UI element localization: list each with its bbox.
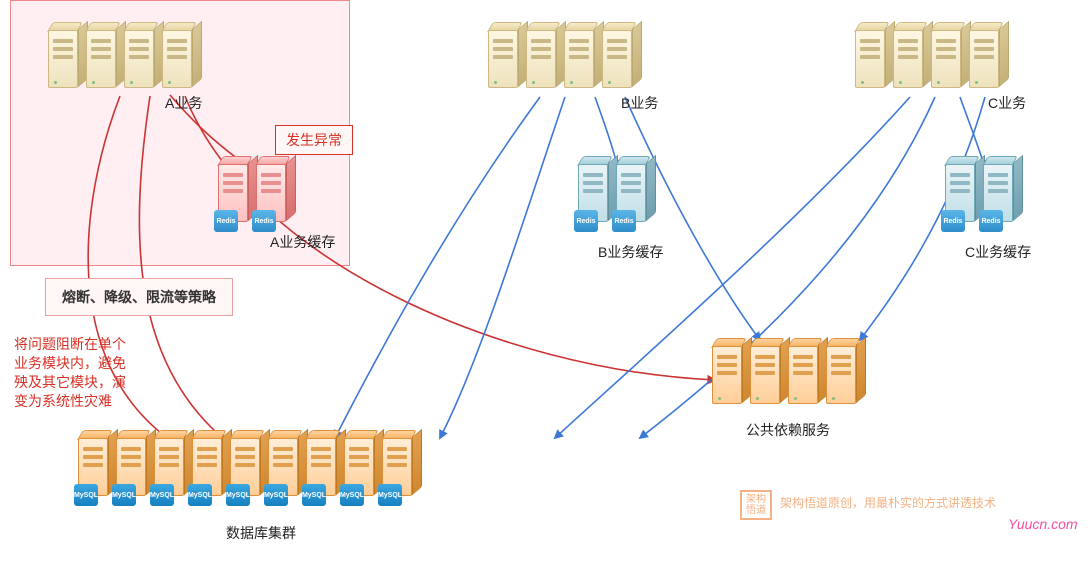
redis-icon: Redis: [214, 210, 238, 232]
mysql-icon: MySQL: [112, 484, 136, 506]
isolation-note: 将问题阻断在单个业务模块内，避免殃及其它模块，演变为系统性灾难: [14, 335, 134, 411]
dependency-arrow: [335, 97, 540, 438]
server-node: [602, 22, 644, 94]
redis-icon: Redis: [979, 210, 1003, 232]
mysql-icon: MySQL: [264, 484, 288, 506]
a_cache-cluster: RedisRedis: [218, 156, 298, 228]
server-node: [564, 22, 606, 94]
a_service-cluster: [48, 22, 204, 94]
shared-service-label: 公共依赖服务: [746, 420, 830, 440]
watermark-logo: 架构 悟道: [740, 490, 772, 520]
server-node: [86, 22, 128, 94]
server-node: Redis: [256, 156, 298, 228]
mysql-icon: MySQL: [226, 484, 250, 506]
server-node: [162, 22, 204, 94]
redis-icon: Redis: [252, 210, 276, 232]
server-node: [526, 22, 568, 94]
server-node: [788, 338, 830, 410]
server-node: [712, 338, 754, 410]
server-node: [931, 22, 973, 94]
dependency-arrow: [440, 97, 565, 438]
server-node: Redis: [983, 156, 1025, 228]
server-node: [488, 22, 530, 94]
server-node: [826, 338, 868, 410]
c_service-cluster: [855, 22, 1011, 94]
mysql-icon: MySQL: [74, 484, 98, 506]
a-service-label: A业务: [165, 93, 202, 113]
mysql-icon: MySQL: [302, 484, 326, 506]
server-node: [124, 22, 166, 94]
b_cache-cluster: RedisRedis: [578, 156, 658, 228]
a-cache-label: A业务缓存: [270, 232, 335, 252]
site-watermark: Yuucn.com: [1008, 516, 1078, 532]
c-service-label: C业务: [988, 93, 1026, 113]
server-node: MySQL: [382, 430, 424, 502]
watermark-text: 架构悟道原创，用最朴实的方式讲透技术: [780, 494, 996, 511]
redis-icon: Redis: [612, 210, 636, 232]
b-cache-label: B业务缓存: [598, 242, 663, 262]
c_cache-cluster: RedisRedis: [945, 156, 1025, 228]
b_service-cluster: [488, 22, 644, 94]
mysql-icon: MySQL: [188, 484, 212, 506]
redis-icon: Redis: [574, 210, 598, 232]
mysql-icon: MySQL: [150, 484, 174, 506]
redis-icon: Redis: [941, 210, 965, 232]
mysql-icon: MySQL: [378, 484, 402, 506]
server-node: [893, 22, 935, 94]
server-node: [48, 22, 90, 94]
db-cluster-label: 数据库集群: [226, 523, 296, 543]
shared-cluster: [712, 338, 868, 410]
server-node: [855, 22, 897, 94]
strategy-box: 熔断、降级、限流等策略: [45, 278, 233, 316]
c-cache-label: C业务缓存: [965, 242, 1031, 262]
b-service-label: B业务: [621, 93, 658, 113]
exception-box: 发生异常: [275, 125, 353, 155]
server-node: [969, 22, 1011, 94]
server-node: [750, 338, 792, 410]
db-cluster: MySQLMySQLMySQLMySQLMySQLMySQLMySQLMySQL…: [78, 430, 424, 502]
mysql-icon: MySQL: [340, 484, 364, 506]
server-node: Redis: [616, 156, 658, 228]
